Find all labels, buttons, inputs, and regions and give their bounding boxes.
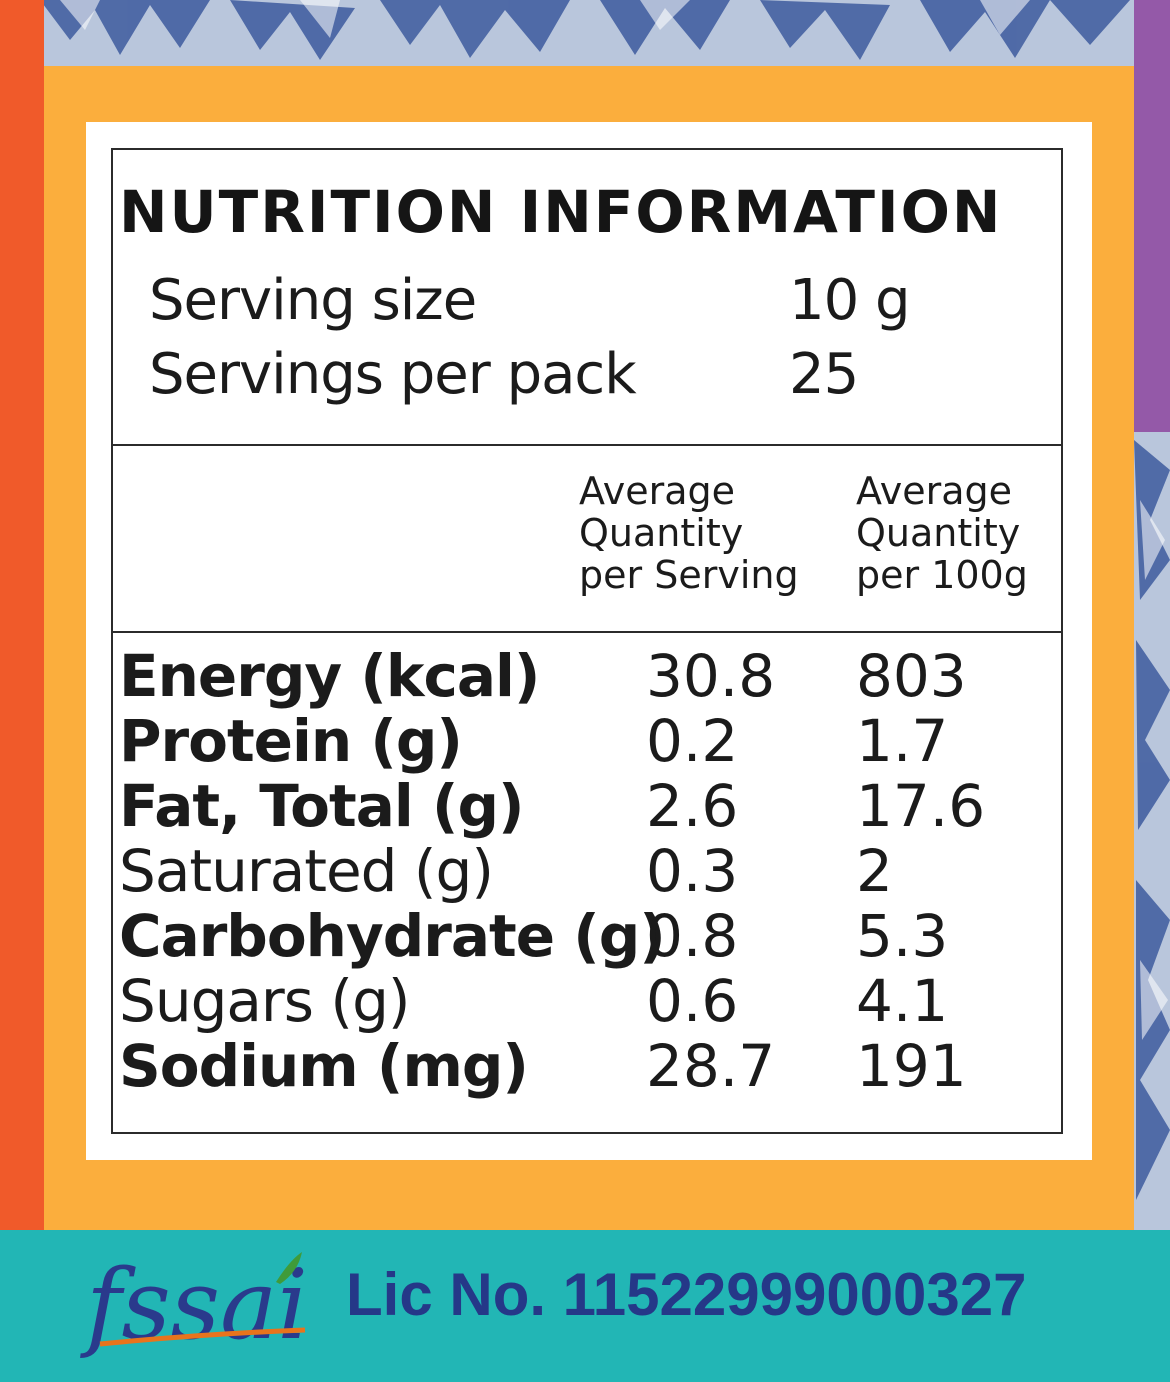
divider bbox=[113, 444, 1061, 446]
nutrient-name: Energy (kcal) bbox=[119, 642, 540, 710]
per-100g-value: 4.1 bbox=[856, 967, 949, 1035]
serving-size-value: 10 g bbox=[789, 268, 911, 333]
per-100g-value: 803 bbox=[856, 642, 967, 710]
per-serving-value: 0.2 bbox=[646, 707, 739, 775]
per-serving-value: 0.6 bbox=[646, 967, 739, 1035]
servings-per-pack-value: 25 bbox=[789, 342, 859, 407]
nutrient-name: Fat, Total (g) bbox=[119, 772, 524, 840]
per-serving-value: 0.8 bbox=[646, 902, 739, 970]
per-100g-value: 1.7 bbox=[856, 707, 949, 775]
footer-bar: fssai Lic No. 11522999000327 bbox=[0, 1230, 1170, 1382]
column-header-per-100g: Average Quantity per 100g bbox=[856, 469, 1028, 597]
left-orange-stripe bbox=[0, 0, 44, 1230]
per-100g-value: 5.3 bbox=[856, 902, 949, 970]
label-card bbox=[86, 122, 1092, 1160]
nutrition-panel: NUTRITION INFORMATION Serving size 10 g … bbox=[111, 148, 1063, 1134]
nutrition-title: NUTRITION INFORMATION bbox=[119, 178, 1003, 246]
per-100g-value: 17.6 bbox=[856, 772, 986, 840]
per-serving-value: 30.8 bbox=[646, 642, 776, 710]
nutrient-name: Sugars (g) bbox=[119, 967, 411, 1035]
per-100g-value: 191 bbox=[856, 1032, 967, 1100]
license-number: Lic No. 11522999000327 bbox=[346, 1261, 1027, 1328]
servings-per-pack-label: Servings per pack bbox=[149, 342, 637, 407]
per-serving-value: 0.3 bbox=[646, 837, 739, 905]
serving-size-label: Serving size bbox=[149, 268, 477, 333]
nutrient-name: Protein (g) bbox=[119, 707, 463, 775]
per-100g-value: 2 bbox=[856, 837, 893, 905]
nutrient-name: Sodium (mg) bbox=[119, 1032, 529, 1100]
column-header-per-serving: Average Quantity per Serving bbox=[579, 469, 799, 597]
per-serving-value: 28.7 bbox=[646, 1032, 776, 1100]
divider bbox=[113, 631, 1061, 633]
per-serving-value: 2.6 bbox=[646, 772, 739, 840]
nutrient-name: Saturated (g) bbox=[119, 837, 494, 905]
right-purple-stripe bbox=[1134, 0, 1170, 432]
nutrient-name: Carbohydrate (g) bbox=[119, 902, 666, 970]
fssai-logo: fssai bbox=[80, 1249, 308, 1361]
